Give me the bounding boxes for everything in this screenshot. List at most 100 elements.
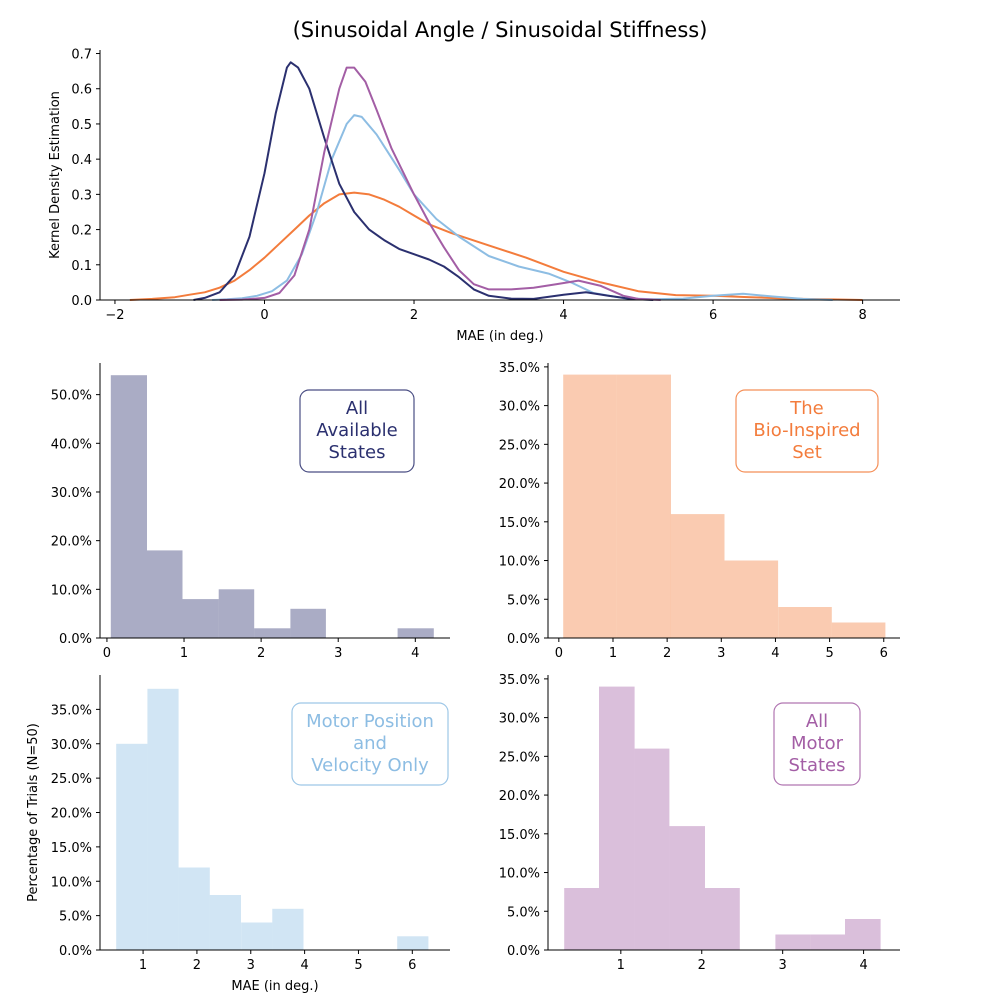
- plot-hist-all-motor: 1 2 3 4 0.0% 5.0% 10.0% 15.0% 20.0% 25.0% 30.0% 35.…: [499, 673, 900, 973]
- y-tick-label: 5.0%: [59, 910, 92, 925]
- y-tick-label: 40.0%: [51, 437, 92, 452]
- legend-label-line: Bio-Inspired: [753, 420, 860, 441]
- histogram-bar: [778, 607, 832, 638]
- y-tick-label: 5.0%: [507, 593, 540, 608]
- histogram-bar: [831, 622, 886, 638]
- histogram-bar: [724, 560, 779, 638]
- x-tick-label: 5: [354, 958, 362, 973]
- histogram-bar: [147, 688, 179, 951]
- x-tick-label: 3: [779, 958, 787, 973]
- y-tick-label: 0.0%: [59, 632, 92, 647]
- kde-line-all_states: [193, 61, 654, 301]
- histogram-bar: [272, 908, 304, 951]
- x-tick-label: 2: [193, 958, 201, 973]
- histogram-bar: [397, 936, 429, 951]
- histogram-bar: [705, 888, 740, 950]
- histogram-bar: [397, 628, 434, 638]
- x-tick-label: 6: [880, 646, 888, 661]
- y-tick-label: 25.0%: [499, 438, 540, 453]
- histogram-bar: [218, 589, 255, 638]
- histogram-bar: [563, 374, 617, 638]
- y-tick-label: 10.0%: [51, 875, 92, 890]
- x-tick-label: 2: [410, 308, 418, 323]
- histogram-bar: [182, 599, 219, 638]
- x-tick-label: 0: [555, 646, 563, 661]
- y-tick-label: 20.0%: [499, 477, 540, 492]
- x-tick-label: 1: [139, 958, 147, 973]
- y-tick-label: 0.2: [71, 224, 92, 239]
- y-axis-label: Percentage of Trials (N=50): [26, 723, 41, 902]
- x-tick-label: 4: [771, 646, 779, 661]
- x-tick-label: 6: [408, 958, 416, 973]
- y-tick-label: 0.7: [71, 48, 92, 63]
- y-tick-label: 25.0%: [499, 750, 540, 765]
- y-tick-label: 20.0%: [51, 535, 92, 550]
- legend-label-line: Available: [316, 420, 397, 441]
- x-tick-label: 2: [698, 958, 706, 973]
- y-tick-label: 35.0%: [499, 673, 540, 688]
- x-tick-label: 2: [257, 646, 265, 661]
- x-tick-label: 2: [663, 646, 671, 661]
- y-tick-label: 10.0%: [499, 867, 540, 882]
- histogram-bar: [775, 934, 811, 950]
- y-tick-label: 50.0%: [51, 389, 92, 404]
- y-tick-label: 0.3: [71, 188, 92, 203]
- y-tick-label: 10.0%: [51, 583, 92, 598]
- y-tick-label: 15.0%: [499, 516, 540, 531]
- histogram-bar: [670, 514, 725, 638]
- y-tick-label: 30.0%: [499, 712, 540, 727]
- y-tick-label: 0.0%: [59, 944, 92, 959]
- figure-title: (Sinusoidal Angle / Sinusoidal Stiffness…: [293, 18, 708, 42]
- x-tick-label: 3: [334, 646, 342, 661]
- kde-line-bio_inspired: [129, 191, 863, 301]
- legend-label: Motor Position and Velocity Only: [306, 711, 434, 776]
- y-tick-label: 20.0%: [499, 789, 540, 804]
- y-tick-label: 30.0%: [51, 486, 92, 501]
- legend-label: The Bio-Inspired Set: [753, 398, 860, 463]
- legend-label: All Available States: [316, 398, 397, 463]
- kde-line-motor_pos_vel: [212, 114, 833, 301]
- y-tick-label: 35.0%: [499, 361, 540, 376]
- x-tick-label: 3: [717, 646, 725, 661]
- y-tick-label: 0.5: [71, 118, 92, 133]
- legend-box: [291, 702, 449, 786]
- histogram-bar: [616, 374, 671, 638]
- y-tick-label: 10.0%: [499, 555, 540, 570]
- histogram-bar: [290, 608, 326, 638]
- x-tick-label: 4: [859, 958, 867, 973]
- x-tick-label: 4: [411, 646, 419, 661]
- y-tick-label: 0.1: [71, 259, 92, 274]
- histogram-bar: [564, 888, 599, 950]
- legend-label-line: All: [346, 398, 368, 419]
- x-axis-label: MAE (in deg.): [231, 979, 318, 994]
- x-tick-label: 1: [617, 958, 625, 973]
- y-tick-label: 20.0%: [51, 807, 92, 822]
- y-tick-label: 0.0%: [507, 944, 540, 959]
- histogram-bar: [669, 826, 705, 950]
- x-tick-label: 5: [825, 646, 833, 661]
- histogram-bar: [599, 686, 635, 950]
- y-tick-label: 5.0%: [507, 905, 540, 920]
- x-tick-label: 1: [609, 646, 617, 661]
- y-tick-label: 30.0%: [499, 400, 540, 415]
- x-tick-label: 3: [247, 958, 255, 973]
- legend-box: [299, 389, 415, 473]
- legend-label-line: The: [789, 398, 823, 419]
- x-tick-label: 0: [260, 308, 268, 323]
- y-tick-label: 0.0: [71, 294, 92, 309]
- histogram-bar: [241, 922, 273, 950]
- histogram-bar: [810, 934, 845, 950]
- kde-line-all_motor: [219, 66, 661, 301]
- legend-label-line: and: [353, 733, 387, 754]
- plot-hist-motor-pos-vel: 1 2 3 4 5 6 0.0% 5.0% 10.0% 15.0% 20.0% 25.0% 30.0% 3…: [26, 675, 450, 994]
- y-tick-label: 30.0%: [51, 738, 92, 753]
- legend-label-line: All: [806, 711, 828, 732]
- plot-hist-all-states: 0 1 2 3 40.0%10.0%20.0%30.0%40.0%50.0%All Ava…: [51, 363, 450, 661]
- histogram-bar: [845, 919, 881, 950]
- legend-box: [735, 389, 879, 473]
- x-tick-label: 4: [559, 308, 567, 323]
- x-tick-label: −2: [105, 308, 124, 323]
- x-tick-label: 8: [858, 308, 866, 323]
- x-tick-label: 6: [709, 308, 717, 323]
